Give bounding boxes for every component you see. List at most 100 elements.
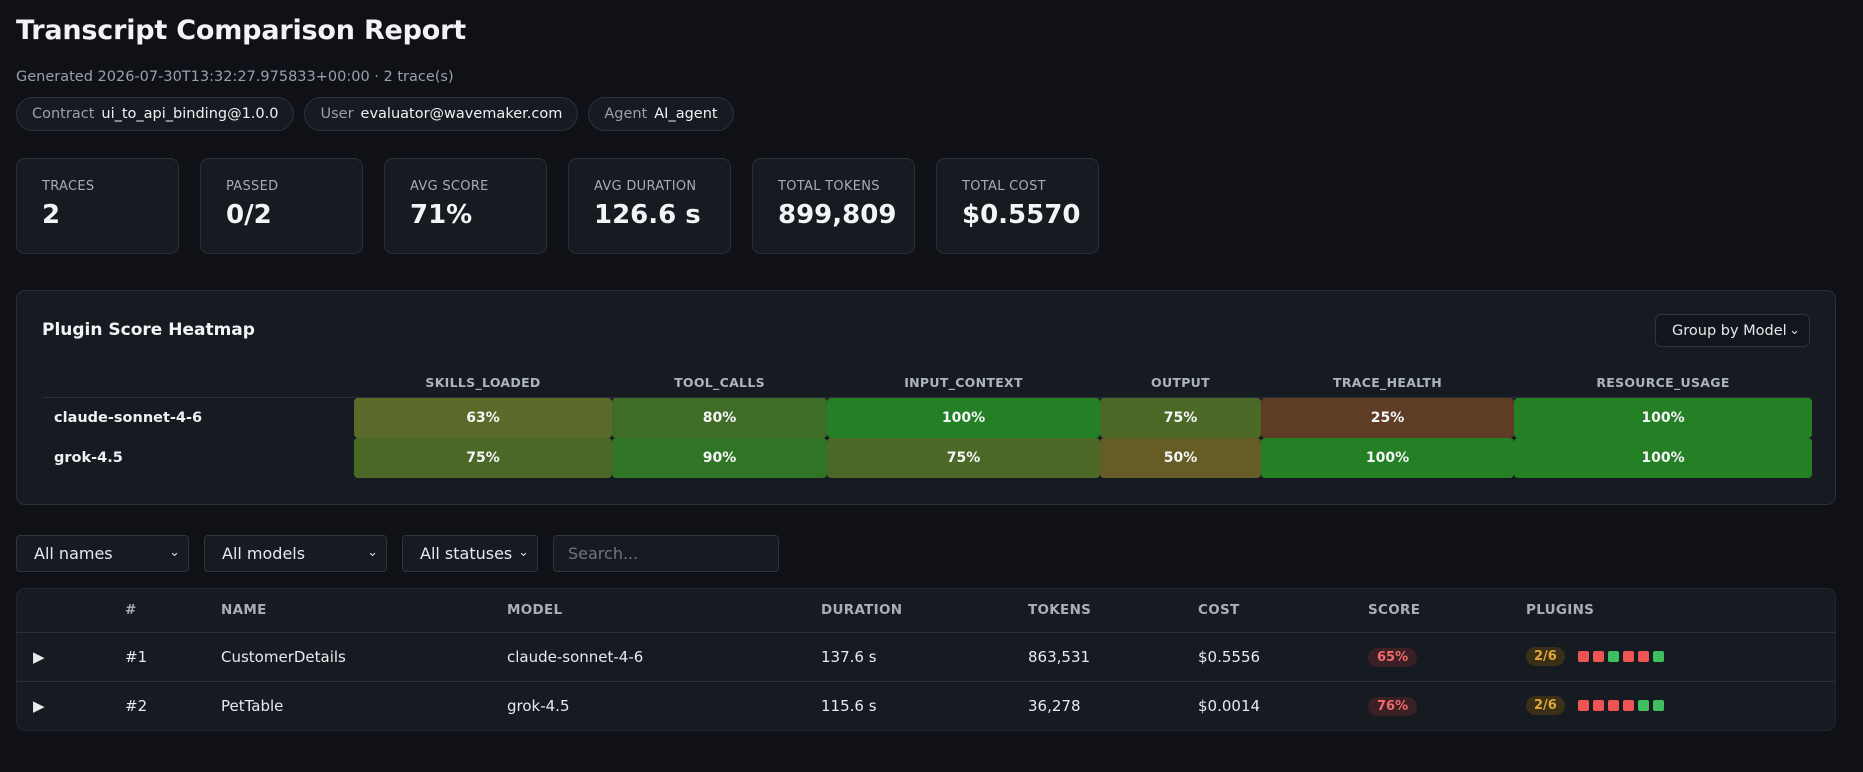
stat-label: AVG SCORE (410, 179, 489, 194)
row-index: #1 (125, 632, 221, 682)
row-duration: 137.6 s (821, 632, 1028, 682)
score-badge: 76% (1368, 696, 1418, 716)
models-filter-value: All models (222, 544, 306, 563)
row-index: #2 (125, 696, 148, 715)
plugin-status-dot (1607, 651, 1619, 662)
stats-row: TRACES 2 PASSED 0/2 AVG SCORE 71% AVG DU… (16, 158, 1847, 254)
heatmap-cell: 25% (1261, 398, 1514, 438)
heatmap-table: SKILLS_LOADED TOOL_CALLS INPUT_CONTEXT O… (42, 367, 1812, 478)
heatmap-cell: 100% (1514, 398, 1812, 438)
heatmap-column-header: OUTPUT (1100, 367, 1261, 398)
row-plugins-cell: 2/6 (1526, 681, 1835, 730)
row-duration: 115.6 s (821, 696, 877, 715)
score-badge: 65% (1368, 647, 1418, 667)
heatmap-column-header: RESOURCE_USAGE (1514, 367, 1812, 398)
plugins-badge: 2/6 (1526, 696, 1565, 716)
table-row[interactable]: ▶ #2 PetTable grok-4.5 115.6 s 36,278 $0… (17, 681, 1835, 730)
pill-value: ui_to_api_binding@1.0.0 (101, 106, 279, 122)
heatmap-cell: 75% (1100, 398, 1261, 438)
plugin-status-dot (1592, 651, 1604, 662)
plugin-status-dot (1577, 651, 1589, 662)
stat-traces: TRACES 2 (16, 158, 179, 254)
stat-avg-duration: AVG DURATION 126.6 s (568, 158, 731, 254)
traces-table-card: # NAME MODEL DURATION TOKENS COST SCORE … (16, 588, 1836, 731)
heatmap-row: claude-sonnet-4-6 63% 80% 100% 75% 25% 1… (42, 398, 1812, 438)
search-placeholder: Search... (568, 544, 639, 563)
column-header-name[interactable]: NAME (221, 589, 507, 633)
plugins-badge: 2/6 (1526, 647, 1565, 666)
pill-value: evaluator@wavemaker.com (360, 106, 563, 122)
heatmap-cell: 100% (1514, 438, 1812, 478)
chevron-down-icon: ⌄ (518, 545, 529, 560)
heatmap-cell: 100% (827, 398, 1100, 438)
statuses-filter-select[interactable]: All statuses ⌄ (402, 535, 538, 572)
column-header-cost[interactable]: COST (1198, 589, 1368, 633)
heatmap-cell: 90% (612, 438, 827, 478)
names-filter-select[interactable]: All names ⌄ (16, 535, 189, 572)
models-filter-select[interactable]: All models ⌄ (204, 535, 387, 572)
stat-label: TRACES (42, 179, 95, 194)
plugin-status-dot (1607, 700, 1619, 712)
heatmap-cell: 100% (1261, 438, 1514, 478)
heatmap-card: Plugin Score Heatmap Group by Model ⌄ SK… (16, 290, 1836, 505)
column-header-index[interactable]: # (125, 589, 221, 633)
row-cost: $0.0014 (1198, 696, 1261, 715)
heatmap-row-label: claude-sonnet-4-6 (54, 410, 203, 426)
expand-row-icon[interactable]: ▶ (33, 696, 45, 715)
column-header-plugins[interactable]: PLUGINS (1526, 589, 1835, 633)
stat-label: TOTAL TOKENS (778, 179, 880, 194)
heatmap-cell: 75% (354, 438, 612, 478)
stat-passed: PASSED 0/2 (200, 158, 363, 254)
search-input[interactable]: Search... (553, 535, 779, 572)
column-header-score[interactable]: SCORE (1368, 589, 1526, 633)
group-by-select[interactable]: Group by Model ⌄ (1655, 314, 1810, 347)
column-header-duration[interactable]: DURATION (821, 589, 1028, 633)
row-name: PetTable (221, 696, 284, 715)
stat-total-cost: TOTAL COST $0.5570 (936, 158, 1099, 254)
expand-column-header (17, 589, 125, 633)
stat-label: TOTAL COST (962, 179, 1046, 194)
heatmap-cell: 75% (827, 438, 1100, 478)
pill-value: AI_agent (654, 106, 718, 122)
plugin-status-dot (1637, 651, 1649, 662)
row-score-cell: 65% (1368, 632, 1526, 682)
page-title: Transcript Comparison Report (16, 15, 466, 46)
heatmap-cell: 63% (354, 398, 612, 438)
pill-key: Agent (604, 106, 648, 122)
heatmap-column-header: TOOL_CALLS (612, 367, 827, 398)
table-row[interactable]: ▶ #1 CustomerDetails claude-sonnet-4-6 1… (17, 632, 1835, 682)
pill-key: User (320, 106, 354, 122)
row-plugins-cell: 2/6 (1526, 632, 1835, 682)
metadata-pills: Contract ui_to_api_binding@1.0.0 User ev… (16, 97, 1847, 131)
column-header-model[interactable]: MODEL (507, 589, 821, 633)
heatmap-column-header: INPUT_CONTEXT (827, 367, 1100, 398)
column-header-tokens[interactable]: TOKENS (1028, 589, 1198, 633)
stat-value: 126.6 s (594, 200, 701, 230)
heatmap-column-header: TRACE_HEALTH (1261, 367, 1514, 398)
expand-row-icon[interactable]: ▶ (17, 632, 125, 682)
row-cost: $0.5556 (1198, 632, 1368, 682)
stat-value: 2 (42, 200, 61, 230)
traces-table: # NAME MODEL DURATION TOKENS COST SCORE … (17, 589, 1835, 730)
names-filter-value: All names (34, 544, 113, 563)
stat-value: 899,809 (778, 200, 897, 230)
heatmap-column-header: SKILLS_LOADED (354, 367, 612, 398)
plugin-status-dot (1652, 651, 1664, 662)
row-model: grok-4.5 (507, 696, 570, 715)
heatmap-cell: 50% (1100, 438, 1261, 478)
agent-pill: Agent AI_agent (588, 97, 734, 131)
generated-info: Generated 2026-07-30T13:32:27.975833+00:… (16, 69, 454, 85)
plugin-status-dots (1577, 651, 1664, 662)
row-tokens: 863,531 (1028, 632, 1198, 682)
heatmap-corner (42, 367, 354, 398)
statuses-filter-value: All statuses (420, 544, 513, 563)
stat-value: $0.5570 (962, 200, 1081, 230)
stat-avg-score: AVG SCORE 71% (384, 158, 547, 254)
row-model: claude-sonnet-4-6 (507, 632, 821, 682)
plugin-status-dot (1592, 700, 1604, 712)
plugin-status-dots (1577, 700, 1664, 712)
stat-total-tokens: TOTAL TOKENS 899,809 (752, 158, 915, 254)
stat-value: 0/2 (226, 200, 272, 230)
filters-bar: All names ⌄ All models ⌄ All statuses ⌄ … (16, 535, 1847, 572)
